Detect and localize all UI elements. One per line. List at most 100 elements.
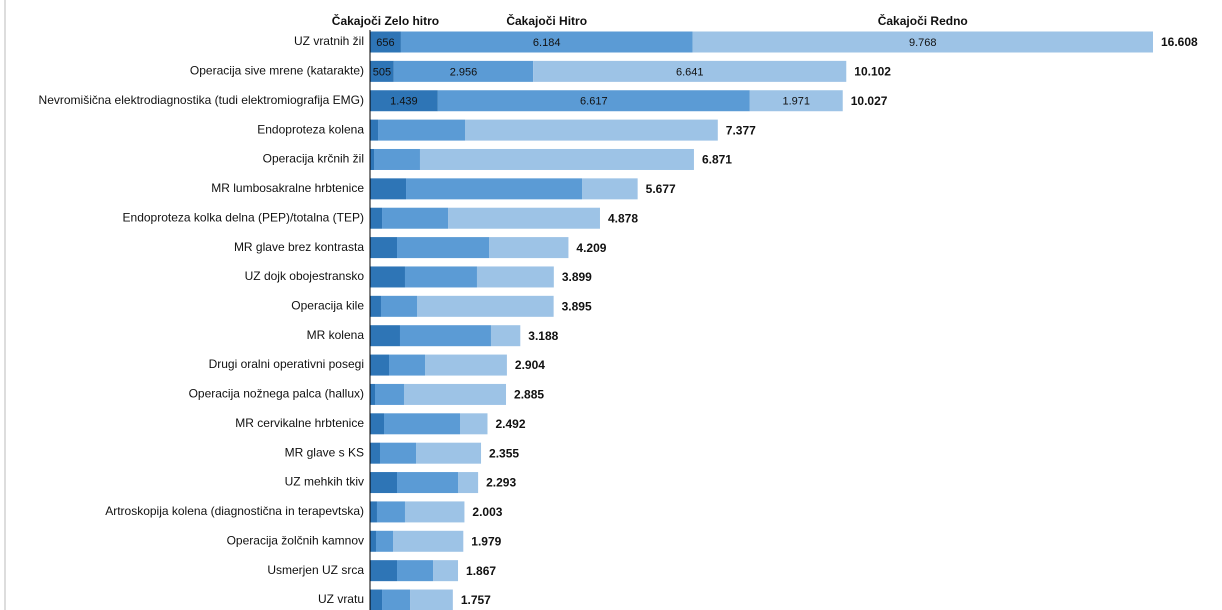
bar-segment [370,530,376,552]
total-label: 2.293 [486,476,516,490]
bar-segment [410,589,453,610]
bar-segment [393,530,464,552]
legend-label: Čakajoči Hitro [506,13,587,28]
total-label: 2.885 [514,388,544,402]
bar-segment [464,119,718,141]
bar-segment [379,442,417,464]
total-label: 4.209 [576,241,606,255]
bar-segment [370,90,438,112]
category-label: Endoproteza kolka delna (PEP)/totalna (T… [123,210,364,224]
bar-segment [425,354,507,376]
bar-segment [370,354,389,376]
category-label: UZ vratu [318,592,364,606]
bar-segment [370,148,375,170]
category-label: UZ dojk obojestransko [245,269,365,283]
category-label: Endoproteza kolena [257,122,364,136]
bar-segment [370,295,381,317]
segment-label: 656 [376,37,394,49]
category-label: Usmerjen UZ srca [267,563,364,577]
total-label: 2.492 [495,417,525,431]
bar-segment [397,472,459,494]
total-label: 6.871 [702,153,732,167]
bar-segment [376,501,405,523]
segment-label: 6.617 [580,96,608,108]
total-label: 10.102 [854,65,891,79]
segment-label: 1.439 [390,96,418,108]
bar-segment [437,90,750,112]
bar-segment [417,295,554,317]
total-label: 7.377 [726,123,756,137]
bar-segment [388,354,426,376]
bar-segment [400,31,693,53]
category-label: MR cervikalne hrbtenice [235,416,364,430]
total-label: 3.899 [562,270,592,284]
category-label: MR glave s KS [285,445,364,459]
segment-label: 9.768 [909,37,937,49]
segment-label: 505 [373,66,391,78]
total-label: 3.895 [562,300,592,314]
bar-segment [370,119,379,141]
bar-segment [370,383,375,405]
total-label: 10.027 [851,94,888,108]
segment-label: 6.641 [676,66,704,78]
bar-segment [370,178,407,200]
bar-segment [582,178,638,200]
bar-segment [433,560,459,582]
total-label: 1.757 [461,593,491,607]
bar-segment [749,90,843,112]
bar-segment [370,472,398,494]
bar-segment [533,60,847,82]
bar-segment [370,31,401,53]
bar-segment [488,237,569,259]
total-label: 5.677 [646,182,676,196]
bar-segment [370,560,398,582]
bar-segment [460,413,488,435]
category-label: Operacija nožnega palca (hallux) [189,387,364,401]
total-label: 1.979 [471,534,501,548]
bar-segment [397,237,489,259]
category-label: MR kolena [307,328,365,342]
category-label: Operacija kile [291,299,364,313]
bar-segment [490,325,521,347]
bar-segment [448,207,600,229]
segment-label: 1.971 [783,96,811,108]
total-label: 4.878 [608,211,638,225]
category-label: UZ vratnih žil [294,34,364,48]
bar-segment [403,383,507,405]
total-label: 16.608 [1161,35,1198,49]
category-label: Nevromišična elektrodiagnostika (tudi el… [39,93,364,107]
bar-segment [374,383,404,405]
bar-segment [370,413,385,435]
total-label: 2.355 [489,446,519,460]
category-label: MR glave brez kontrasta [234,240,364,254]
bar-segment [370,237,398,259]
bar-segment [419,148,694,170]
bar-segment [370,442,380,464]
legend-label: Čakajoči Zelo hitro [332,13,439,28]
bar-segment [397,560,434,582]
bar-segment [370,325,400,347]
legend-label: Čakajoči Redno [878,13,968,28]
bar-segment [370,60,394,82]
bar-segment [382,589,411,610]
bar-segment [393,60,534,82]
bar-segment [370,589,383,610]
bar-segment [406,178,583,200]
bar-segment [382,207,449,229]
category-label: Operacija žolčnih kamnov [227,533,364,547]
total-label: 3.188 [528,329,558,343]
bar-segment [370,207,383,229]
bar-segment [458,472,479,494]
bar-segment [374,148,420,170]
bar-segment [404,501,465,523]
bar-segment [404,266,477,288]
category-label: Drugi oralni operativni posegi [209,357,364,371]
bar-segment [378,119,465,141]
bar-segment [375,530,394,552]
bar-segment [399,325,491,347]
category-label: UZ mehkih tkiv [285,475,364,489]
segment-label: 6.184 [533,37,561,49]
total-label: 1.867 [466,564,496,578]
segment-label: 2.956 [450,66,478,78]
